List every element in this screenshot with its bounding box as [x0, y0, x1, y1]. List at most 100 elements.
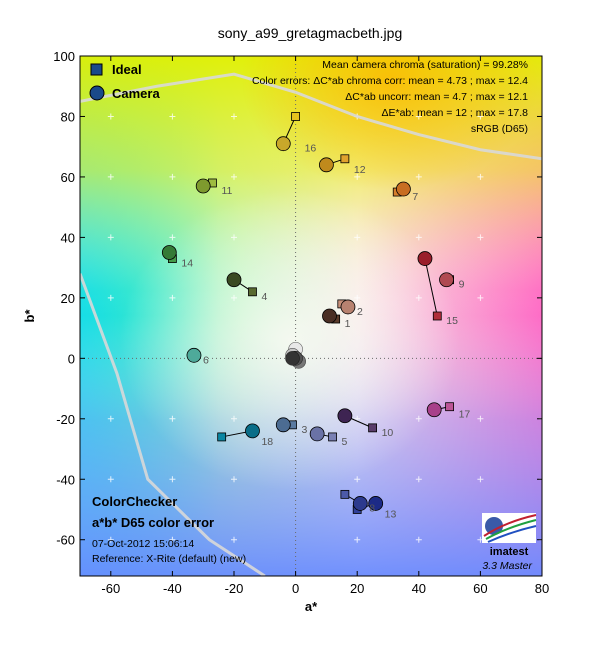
- ideal-point: [445, 402, 455, 412]
- grid-cross: [231, 415, 237, 422]
- camera-point: [186, 347, 202, 363]
- patch-label: 14: [181, 258, 193, 270]
- patch-label: 6: [203, 354, 209, 366]
- camera-point: [245, 423, 260, 439]
- camera-point: [417, 251, 433, 266]
- x-axis-label: a*: [305, 599, 318, 614]
- gamut-boundary-lower: [80, 273, 266, 576]
- grid-cross: [354, 536, 361, 543]
- camera-point: [161, 245, 177, 260]
- info-block: ColorChecker a*b* D65 color error 07-Oct…: [92, 494, 246, 565]
- grid-cross: [354, 234, 361, 241]
- grid-cross: [415, 476, 422, 483]
- legend-ideal-label: Ideal: [112, 62, 142, 77]
- patch-label: 4: [261, 291, 267, 303]
- camera-point: [337, 408, 353, 424]
- grid-cross: [231, 536, 237, 543]
- grid-cross: [231, 294, 237, 301]
- camera-point: [226, 272, 242, 288]
- grid-cross: [231, 234, 237, 241]
- error-line: [424, 258, 438, 317]
- patch-label: 11: [221, 185, 232, 197]
- legend-camera-marker: [89, 85, 105, 101]
- grid-cross: [231, 476, 237, 483]
- stats-line-colorspace: sRGB (D65): [471, 123, 528, 135]
- ideal-point: [248, 287, 257, 297]
- x-tick-label: 80: [535, 581, 549, 596]
- y-tick-label: -20: [56, 412, 75, 427]
- x-tick-label: -60: [101, 581, 120, 596]
- grid-cross: [169, 476, 176, 483]
- axes: -60 -40 -20 0 20 40 60 80 -60 -40 -20 0 20 40 60 80 100: [53, 49, 549, 596]
- patch-label: 8: [369, 502, 375, 514]
- grid-cross: [107, 294, 114, 301]
- grid-cross: [169, 173, 176, 180]
- plot-frame: [79, 55, 543, 577]
- grid-cross: [477, 113, 484, 120]
- grid-cross: [231, 173, 237, 180]
- grid-cross: [107, 476, 114, 483]
- stats-line-chroma-corr: Color errors: ΔC*ab chroma corr: mean = …: [252, 75, 528, 87]
- patch-label: 12: [354, 164, 366, 176]
- ideal-point: [432, 311, 442, 321]
- camera-point: [439, 272, 454, 288]
- y-tick-label: 20: [61, 291, 75, 306]
- patch-label: 3: [302, 424, 308, 436]
- grid-cross: [107, 234, 114, 241]
- grid-cross: [415, 294, 422, 301]
- grid-cross: [415, 234, 422, 241]
- legend: Ideal Camera: [89, 62, 160, 101]
- x-tick-label: -20: [225, 581, 244, 596]
- grid-cross: [415, 536, 422, 543]
- grid-cross: [107, 113, 114, 120]
- camera-point: [426, 402, 442, 418]
- y-axis-label: b*: [22, 309, 37, 323]
- grid-cross: [415, 415, 422, 422]
- stats-line-uncorr: ΔC*ab uncorr: mean = 4.7 ; max = 12.1: [345, 91, 528, 103]
- patch-label: 2: [357, 306, 363, 318]
- grid-cross: [354, 173, 361, 180]
- stats-block: Mean camera chroma (saturation) = 99.28%…: [252, 59, 528, 135]
- ideal-point: [328, 432, 337, 442]
- grid-cross: [354, 294, 361, 301]
- patch-label: 15: [446, 315, 458, 327]
- patch-label: 7: [412, 191, 418, 203]
- ideal-point: [340, 154, 350, 164]
- stats-line-delta-e: ΔE*ab: mean = 12 ; max = 17.8: [381, 107, 528, 119]
- y-tick-label: 0: [68, 351, 75, 366]
- info-subtitle: a*b* D65 color error: [92, 515, 214, 530]
- camera-point: [275, 136, 291, 152]
- x-tick-label: 40: [412, 581, 426, 596]
- camera-point: [195, 178, 211, 194]
- patch-label: 17: [459, 409, 471, 421]
- camera-point: [318, 157, 334, 173]
- x-tick-label: -40: [163, 581, 182, 596]
- grid-cross: [415, 173, 422, 180]
- grid-cross: [169, 234, 176, 241]
- camera-point: [368, 496, 384, 511]
- grid-cross: [169, 113, 176, 120]
- camera-point: [275, 417, 291, 433]
- ideal-point: [340, 489, 350, 499]
- patch-label: 10: [382, 427, 394, 439]
- grid-cross: [477, 234, 484, 241]
- grid-cross: [477, 294, 484, 301]
- camera-point: [395, 181, 411, 197]
- patch-label: 18: [261, 436, 273, 448]
- grid-cross: [107, 536, 114, 543]
- y-tick-label: 80: [61, 109, 75, 124]
- grid-cross: [169, 536, 176, 543]
- info-title: ColorChecker: [92, 494, 177, 509]
- grid-cross: [169, 294, 176, 301]
- grid-cross: [169, 415, 176, 422]
- gamut-boundary-upper: [80, 72, 542, 161]
- grid-cross: [477, 173, 484, 180]
- grid-cross: [415, 113, 422, 120]
- x-tick-label: 0: [292, 581, 299, 596]
- patch-label: 9: [459, 279, 465, 291]
- version-text: 3.3 Master: [482, 560, 532, 572]
- info-reference: Reference: X-Rite (default) (new): [92, 553, 246, 565]
- chart-title: sony_a99_gretagmacbeth.jpg: [218, 25, 402, 41]
